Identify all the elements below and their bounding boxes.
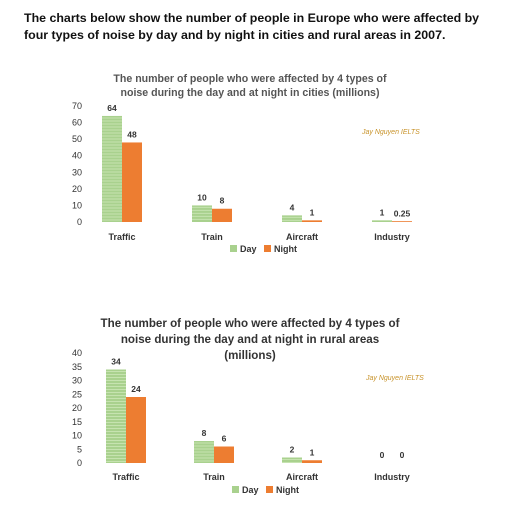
bar-day xyxy=(106,369,126,463)
data-label: 1 xyxy=(310,207,315,217)
watermark-text: Jay Nguyen IELTS xyxy=(365,375,424,382)
legend-label: Day xyxy=(242,485,259,495)
y-tick-label: 20 xyxy=(72,403,82,413)
y-tick-label: 5 xyxy=(77,444,82,454)
y-tick-label: 50 xyxy=(72,134,82,144)
bar-day-rect xyxy=(282,457,302,463)
data-label: 6 xyxy=(222,434,227,444)
bar-night xyxy=(126,397,146,463)
bar-night xyxy=(392,221,412,222)
data-label: 10 xyxy=(197,192,207,202)
bar-day xyxy=(194,441,214,463)
bar-night-rect xyxy=(126,397,146,463)
y-tick-label: 70 xyxy=(72,101,82,111)
category-label: Industry xyxy=(374,472,410,482)
legend-swatch-day xyxy=(230,245,237,252)
data-label: 8 xyxy=(202,428,207,438)
data-label: 34 xyxy=(111,357,121,367)
bar-day-rect xyxy=(372,220,392,222)
category-label: Aircraft xyxy=(286,232,318,242)
data-label: 1 xyxy=(310,447,315,457)
data-label: 48 xyxy=(127,129,137,139)
bar-night-rect xyxy=(392,221,412,222)
y-tick-label: 60 xyxy=(72,118,82,128)
bar-night-rect xyxy=(302,220,322,222)
bar-night-rect xyxy=(212,208,232,222)
rural-chart-title: The number of people who were affected b… xyxy=(100,317,400,362)
data-label: 24 xyxy=(131,384,141,394)
y-tick-label: 15 xyxy=(72,417,82,427)
category-label: Train xyxy=(203,472,225,482)
category-label: Industry xyxy=(374,232,410,242)
bar-night xyxy=(302,220,322,222)
legend-swatch-night xyxy=(266,486,273,493)
category-label: Aircraft xyxy=(286,472,318,482)
data-label: 64 xyxy=(107,103,117,113)
bar-day xyxy=(282,457,302,463)
bar-day xyxy=(282,215,302,222)
y-tick-label: 35 xyxy=(72,362,82,372)
y-tick-label: 40 xyxy=(72,348,82,358)
y-tick-label: 30 xyxy=(72,376,82,386)
data-label: 0.25 xyxy=(394,209,411,219)
data-label: 4 xyxy=(290,202,295,212)
data-label: 8 xyxy=(220,196,225,206)
bar-day xyxy=(372,220,392,222)
bar-night xyxy=(122,142,142,222)
category-label: Traffic xyxy=(108,232,135,242)
bar-night xyxy=(302,460,322,463)
category-label: Train xyxy=(201,232,223,242)
bar-day xyxy=(102,115,122,222)
y-tick-label: 0 xyxy=(77,217,82,227)
bar-day-rect xyxy=(282,215,302,222)
legend-label: Night xyxy=(276,485,299,495)
y-tick-label: 10 xyxy=(72,431,82,441)
y-tick-label: 30 xyxy=(72,167,82,177)
data-label: 0 xyxy=(380,450,385,460)
cities-chart-title: The number of people who were affected b… xyxy=(113,73,387,99)
bar-night xyxy=(212,208,232,222)
data-label: 0 xyxy=(400,450,405,460)
y-tick-label: 0 xyxy=(77,458,82,468)
legend-swatch-night xyxy=(264,245,271,252)
legend-label: Day xyxy=(240,244,257,254)
y-tick-label: 10 xyxy=(72,200,82,210)
data-label: 1 xyxy=(380,207,385,217)
data-label: 2 xyxy=(290,445,295,455)
y-tick-label: 25 xyxy=(72,389,82,399)
intro-text: The charts below show the number of peop… xyxy=(24,11,480,42)
bar-night-rect xyxy=(122,142,142,222)
y-tick-label: 40 xyxy=(72,151,82,161)
watermark-text: Jay Nguyen IELTS xyxy=(361,129,420,136)
bar-night-rect xyxy=(302,460,322,463)
legend-label: Night xyxy=(274,244,297,254)
y-tick-label: 20 xyxy=(72,184,82,194)
bar-night xyxy=(214,446,234,463)
category-label: Traffic xyxy=(112,472,139,482)
bar-day xyxy=(192,205,212,222)
bar-night-rect xyxy=(214,446,234,463)
legend-swatch-day xyxy=(232,486,239,493)
